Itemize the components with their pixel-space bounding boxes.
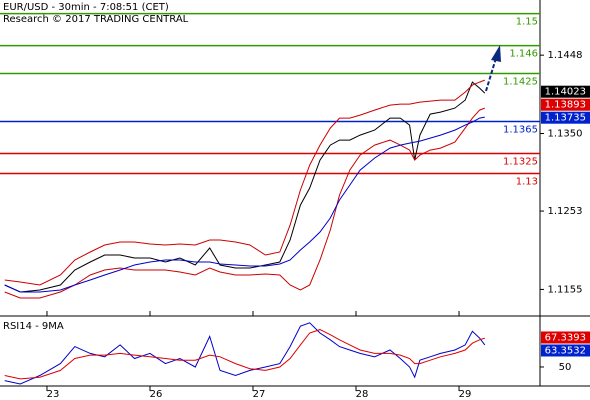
value-box-label: 63.3532 bbox=[545, 345, 586, 356]
level-label: 1.146 bbox=[509, 49, 538, 60]
value-box bbox=[541, 85, 590, 98]
series-line bbox=[4, 107, 485, 299]
x-tick-label: 29 bbox=[459, 389, 472, 400]
series-line bbox=[4, 322, 486, 385]
y-tick-label: 50 bbox=[559, 362, 572, 373]
value-box bbox=[541, 98, 590, 111]
x-tick-label: 26 bbox=[150, 389, 163, 400]
series-line bbox=[4, 79, 485, 286]
series-line bbox=[4, 116, 485, 293]
chart-title: EUR/USD - 30min - 7:08:51 (CET) bbox=[3, 2, 169, 13]
level-label: 1.1325 bbox=[503, 157, 538, 168]
value-box-label: 1.14023 bbox=[545, 87, 586, 98]
chart-subtitle: Research © 2017 TRADING CENTRAL bbox=[3, 14, 189, 25]
value-box bbox=[541, 111, 590, 124]
value-box bbox=[541, 331, 590, 344]
plots: 1.14481.13501.12531.11551.151.1461.14251… bbox=[0, 12, 590, 400]
level-label: 1.1425 bbox=[503, 77, 538, 88]
forecast-arrow-head bbox=[491, 45, 501, 62]
indicator-title: RSI14 - 9MA bbox=[3, 321, 64, 332]
value-box bbox=[541, 344, 590, 357]
x-tick-label: 27 bbox=[253, 389, 266, 400]
y-tick-label: 1.1350 bbox=[548, 129, 583, 140]
level-label: 1.1365 bbox=[503, 125, 538, 136]
series-line bbox=[4, 81, 486, 293]
value-box-label: 1.13735 bbox=[545, 113, 586, 124]
y-tick-label: 1.1253 bbox=[548, 206, 583, 217]
level-label: 1.13 bbox=[516, 176, 538, 187]
y-tick-label: 1.1448 bbox=[548, 50, 583, 61]
value-box-label: 67.3393 bbox=[545, 332, 586, 343]
level-label: 1.15 bbox=[516, 17, 538, 28]
y-tick-label: 1.1155 bbox=[548, 284, 583, 295]
x-tick-label: 23 bbox=[47, 389, 60, 400]
x-tick-label: 28 bbox=[356, 389, 369, 400]
value-box-label: 1.13893 bbox=[545, 100, 586, 111]
series-line bbox=[4, 329, 485, 380]
